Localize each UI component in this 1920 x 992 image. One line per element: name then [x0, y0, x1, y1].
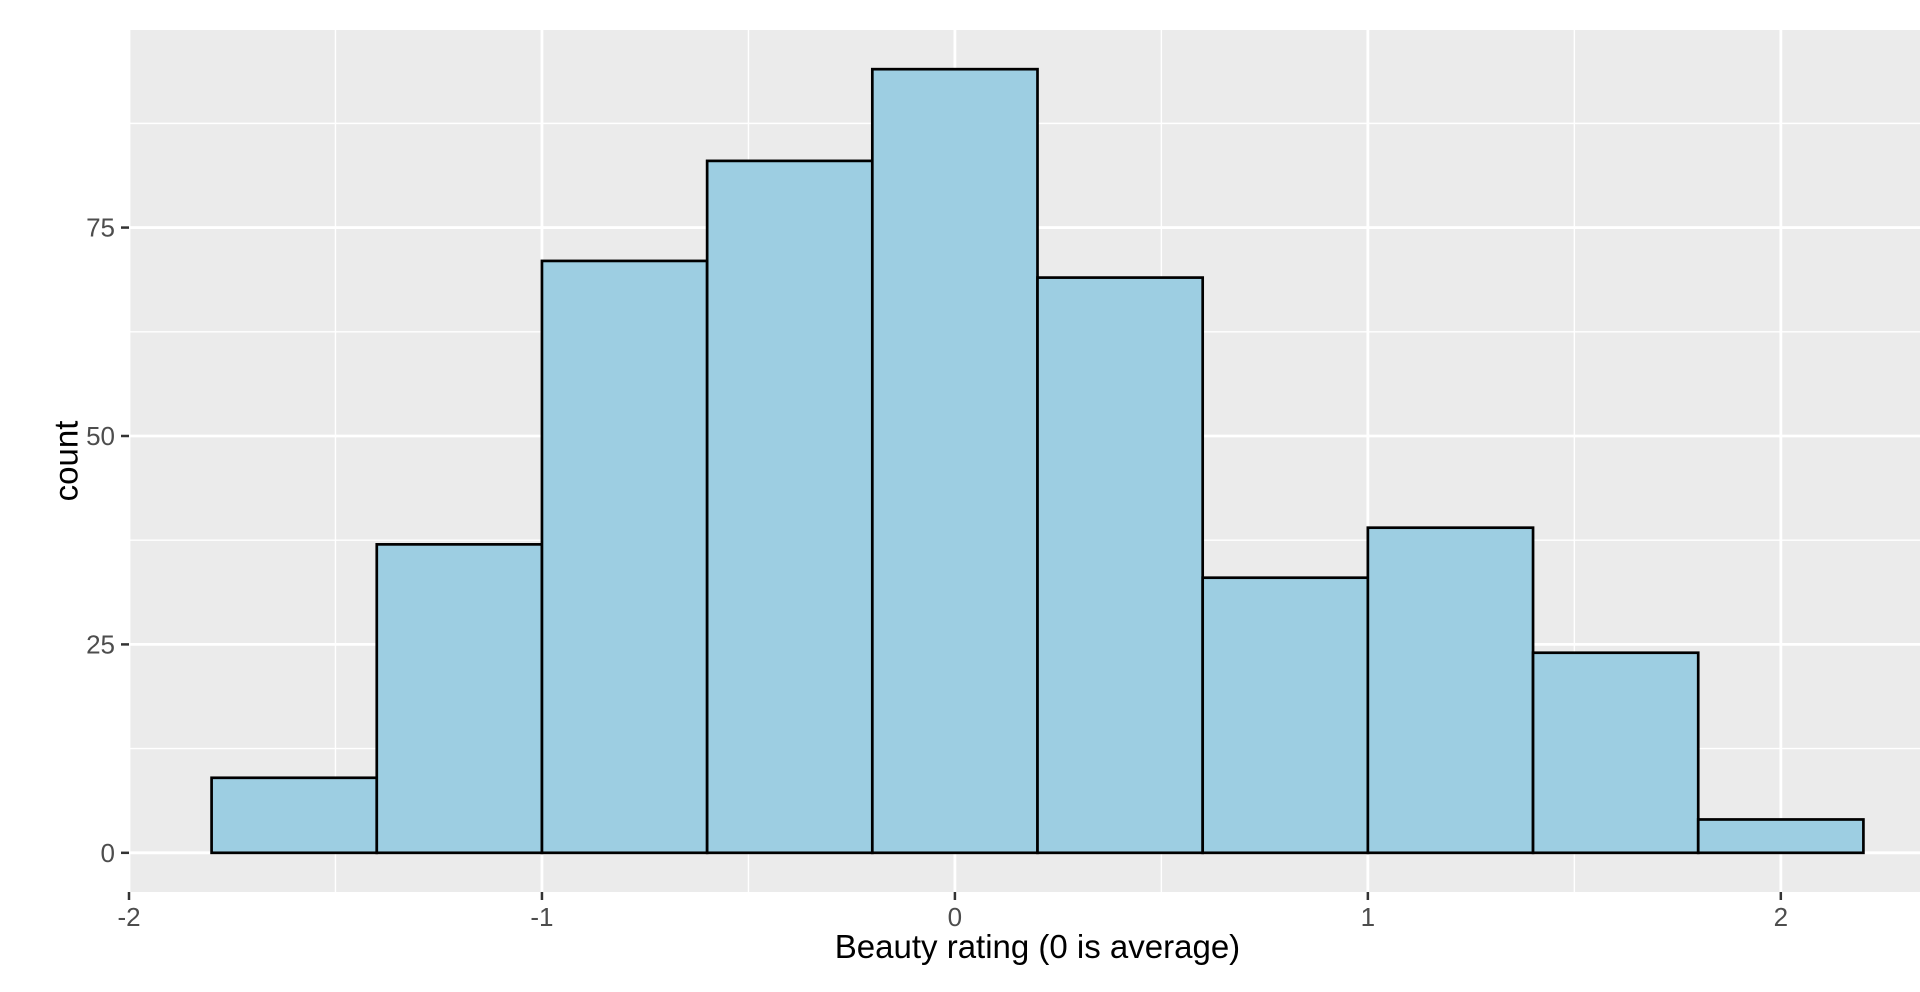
y-tick-label: 50: [86, 421, 115, 451]
x-axis-title: Beauty rating (0 is average): [835, 928, 1240, 965]
x-tick-label: -2: [117, 902, 140, 932]
histogram-chart: -2 -1 0 1 2 0 25 50 75 Beauty rating (0 is averag…: [40, 16, 1920, 976]
y-axis-title: count: [48, 421, 85, 502]
y-tick-label: 75: [86, 213, 115, 243]
histogram-figure: -2 -1 0 1 2 0 25 50 75 Beauty rating (0 is averag…: [40, 16, 1920, 976]
x-tick-label: 2: [1774, 902, 1788, 932]
x-tick-label: -1: [530, 902, 553, 932]
histogram-bar: [540, 259, 709, 855]
histogram-bar: [375, 543, 544, 855]
y-tick-label: 0: [101, 838, 115, 868]
histogram-bar: [1531, 651, 1700, 855]
histogram-bar: [870, 67, 1039, 855]
histogram-bar: [210, 776, 379, 855]
x-tick-label: 1: [1361, 902, 1375, 932]
histogram-bar: [1366, 526, 1535, 855]
x-tick-label: 0: [948, 902, 962, 932]
histogram-bar: [705, 159, 874, 855]
histogram-bar: [1201, 576, 1370, 855]
y-tick-label: 25: [86, 629, 115, 659]
histogram-bar: [1036, 276, 1205, 855]
histogram-bar: [1696, 818, 1865, 855]
